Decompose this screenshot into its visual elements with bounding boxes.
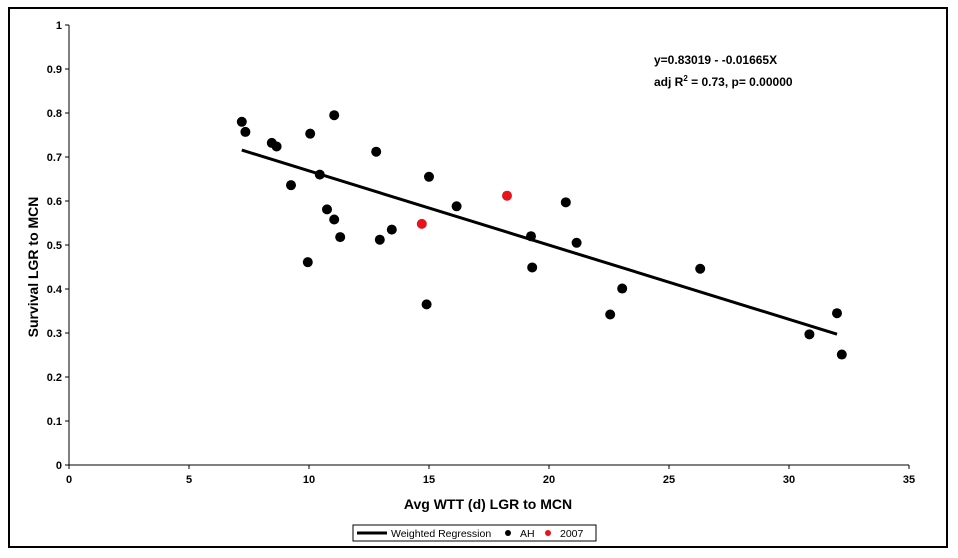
legend-swatch-ah — [505, 530, 511, 536]
y-tick-label: 0.6 — [47, 196, 62, 208]
point-ah — [240, 126, 251, 137]
point-ah — [526, 231, 536, 242]
point-ah — [286, 180, 296, 191]
point-ah — [424, 171, 434, 182]
legend-box — [352, 524, 597, 542]
legend-swatch-2007 — [545, 530, 551, 536]
point-ah — [804, 329, 815, 340]
point-ah — [302, 257, 313, 268]
r2-superscript: 2 — [683, 74, 688, 83]
regression-equation: y=0.83019 - -0.01665X — [654, 53, 777, 67]
point-ah — [329, 214, 340, 225]
point-ah — [451, 201, 462, 212]
chart-frame — [8, 7, 948, 548]
legend-label-ah: AH — [520, 528, 535, 540]
r2-prefix: adj R — [654, 75, 684, 89]
point-ah — [314, 169, 325, 180]
point-ah — [305, 128, 316, 139]
axes — [68, 25, 909, 466]
point-ah — [371, 146, 382, 157]
point-ah — [421, 299, 432, 310]
point-ah — [271, 141, 282, 152]
y-tick-label: 0.5 — [47, 240, 62, 252]
point-ah — [605, 309, 616, 320]
x-tick-label: 30 — [783, 474, 795, 486]
y-tick-label: 0.9 — [47, 64, 62, 76]
y-tick-label: 0.4 — [47, 284, 63, 296]
y-tick-labels: 0 0.1 0.2 0.3 0.4 0.5 0.6 0.7 0.8 0.9 1 — [47, 20, 69, 472]
point-ah — [695, 263, 706, 274]
y-tick-label: 0 — [56, 460, 62, 472]
y-tick-label: 0.7 — [47, 152, 62, 164]
point-ah — [832, 308, 842, 319]
point-ah — [571, 237, 582, 248]
point-ah — [560, 197, 571, 208]
point-ah — [386, 224, 397, 235]
x-tick-labels: 0 5 10 15 20 25 30 35 — [66, 465, 915, 486]
y-tick-label: 0.8 — [47, 108, 62, 120]
point-ah — [374, 234, 385, 245]
legend-label-regression: Weighted Regression — [391, 528, 491, 540]
point-2007 — [502, 190, 512, 201]
y-tick-label: 0.2 — [47, 372, 62, 384]
point-2007 — [416, 218, 427, 229]
point-ah — [329, 110, 340, 121]
points-layer — [236, 110, 847, 360]
x-tick-label: 35 — [903, 474, 915, 486]
x-tick-label: 20 — [543, 474, 555, 486]
x-tick-label: 0 — [66, 474, 72, 486]
r2-suffix: = 0.73, p= 0.00000 — [688, 75, 793, 89]
y-tick-label: 0.1 — [47, 416, 62, 428]
regression-stats: adj R2 = 0.73, p= 0.00000 — [654, 74, 793, 89]
y-tick-label: 1 — [56, 20, 62, 32]
regression-layer — [241, 148, 838, 336]
point-ah — [335, 232, 346, 243]
point-ah — [527, 262, 538, 273]
x-tick-label: 5 — [186, 474, 192, 486]
point-ah — [322, 204, 332, 215]
point-ah — [836, 349, 847, 360]
x-tick-label: 15 — [423, 474, 435, 486]
y-axis-title: Survival LGR to MCN — [25, 197, 41, 338]
point-ah — [236, 116, 247, 127]
x-tick-label: 25 — [663, 474, 675, 486]
regression-line — [241, 148, 838, 336]
point-ah — [617, 283, 628, 294]
x-tick-label: 10 — [303, 474, 315, 486]
legend-label-2007: 2007 — [560, 528, 584, 540]
x-axis-title: Avg WTT (d) LGR to MCN — [404, 496, 572, 512]
legend: Weighted Regression AH 2007 — [352, 524, 597, 542]
y-tick-label: 0.3 — [47, 328, 62, 340]
